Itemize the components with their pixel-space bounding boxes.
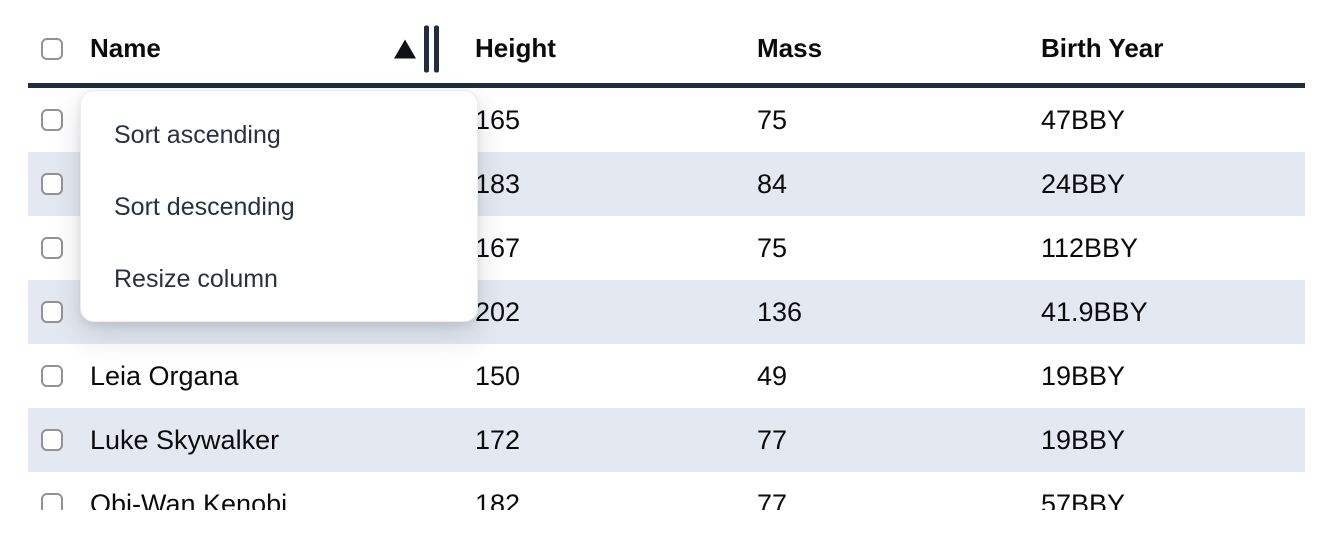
column-header-mass[interactable]: Mass	[757, 33, 823, 63]
table-row[interactable]: 167 75 112BBY	[28, 216, 1305, 280]
row-checkbox[interactable]	[41, 365, 63, 387]
sort-ascending-indicator-icon	[394, 39, 416, 58]
cell-mass: 84	[757, 168, 788, 199]
menu-item-sort-descending[interactable]: Sort descending	[114, 192, 295, 221]
table-row[interactable]: Leia Organa 150 49 19BBY	[28, 344, 1305, 408]
row-checkbox[interactable]	[41, 493, 63, 510]
cell-name: Leia Organa	[90, 360, 239, 391]
cell-height: 172	[475, 424, 521, 455]
row-checkbox[interactable]	[41, 109, 63, 131]
column-header-name-label: Name	[90, 33, 161, 63]
column-header-height[interactable]: Height	[475, 33, 556, 63]
table-header-row: Name Height Mass Birth Year	[28, 0, 1305, 88]
cell-birth-year: 47BBY	[1041, 104, 1126, 135]
menu-item-sort-ascending[interactable]: Sort ascending	[114, 120, 281, 149]
cell-birth-year: 24BBY	[1041, 168, 1126, 199]
cell-mass: 136	[757, 296, 803, 327]
cell-birth-year: 112BBY	[1041, 232, 1139, 263]
column-header-name[interactable]: Name	[90, 14, 475, 83]
row-checkbox[interactable]	[41, 237, 63, 259]
cell-mass: 77	[757, 424, 788, 455]
row-checkbox[interactable]	[41, 173, 63, 195]
cell-birth-year: 19BBY	[1041, 424, 1126, 455]
cell-mass: 49	[757, 360, 788, 391]
cell-birth-year: 57BBY	[1041, 488, 1126, 511]
table-row[interactable]: Obi-Wan Kenobi 182 77 57BBY	[28, 472, 1305, 510]
cell-mass: 75	[757, 104, 788, 135]
cell-mass: 77	[757, 488, 788, 511]
cell-height: 202	[475, 296, 521, 327]
cell-height: 150	[475, 360, 521, 391]
row-checkbox[interactable]	[41, 429, 63, 451]
cell-name: Obi-Wan Kenobi	[90, 488, 288, 511]
cell-height: 183	[475, 168, 521, 199]
table-row[interactable]: Luke Skywalker 172 77 19BBY	[28, 408, 1305, 472]
cell-birth-year: 41.9BBY	[1041, 296, 1148, 327]
column-header-birth-year[interactable]: Birth Year	[1041, 33, 1164, 63]
cell-name: Luke Skywalker	[90, 424, 280, 455]
menu-item-resize-column[interactable]: Resize column	[114, 264, 278, 293]
cell-height: 167	[475, 232, 521, 263]
table-row[interactable]: 165 75 47BBY	[28, 88, 1305, 152]
column-resize-handle-icon[interactable]	[424, 25, 439, 72]
row-checkbox[interactable]	[41, 301, 63, 323]
cell-height: 182	[475, 488, 521, 511]
column-context-menu: Sort ascending Sort descending Resize co…	[80, 90, 478, 322]
cell-mass: 75	[757, 232, 788, 263]
select-all-checkbox[interactable]	[41, 37, 63, 60]
cell-height: 165	[475, 104, 521, 135]
header-checkbox-cell	[28, 37, 90, 60]
cell-birth-year: 19BBY	[1041, 360, 1126, 391]
